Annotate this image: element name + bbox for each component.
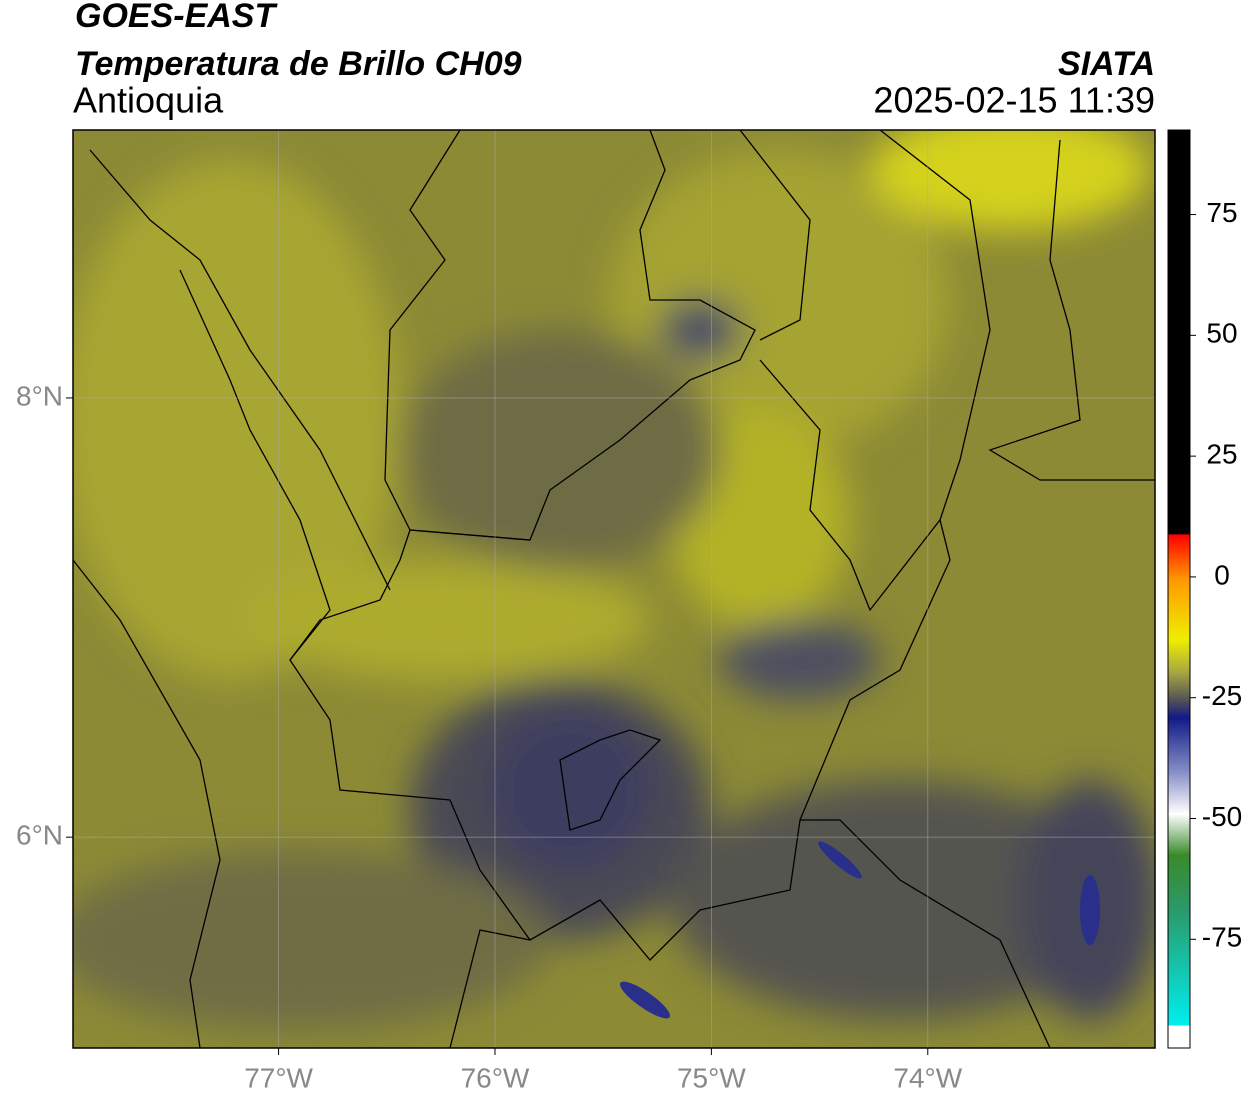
- region: Antioquia: [73, 80, 224, 121]
- colorbar-tick-label: -25: [1202, 680, 1242, 711]
- grid: [73, 130, 1155, 1048]
- satellite-image: [73, 130, 1155, 1048]
- x-tick-label: 75°W: [677, 1062, 746, 1093]
- colorbar-tick-label: 50: [1206, 318, 1237, 349]
- colorbar-tick-label: 75: [1206, 197, 1237, 228]
- map-frame: [72, 129, 1156, 1049]
- x-tick-label: 76°W: [461, 1062, 530, 1093]
- tick-labels: 77°W 76°W 75°W 74°W 8°N 6°N 75 50 25 0 -25 -50 -75: [16, 197, 1242, 1093]
- x-tick-label: 74°W: [893, 1062, 962, 1093]
- x-tick-label: 77°W: [244, 1062, 313, 1093]
- colorbar-tick-label: -75: [1202, 922, 1242, 953]
- source: SIATA: [1058, 45, 1155, 83]
- colorbar-tick-label: 0: [1214, 559, 1230, 590]
- colorbar-tick-label: 25: [1206, 439, 1237, 470]
- colorbar: [1167, 129, 1191, 1049]
- subtitle: Temperatura de Brillo CH09: [75, 45, 522, 83]
- timestamp: 2025-02-15 11:39: [873, 80, 1155, 121]
- colorbar-tick-label: -50: [1202, 801, 1242, 832]
- y-tick-label: 6°N: [16, 820, 63, 851]
- y-tick-label: 8°N: [16, 380, 63, 411]
- title: GOES-EAST: [75, 0, 278, 35]
